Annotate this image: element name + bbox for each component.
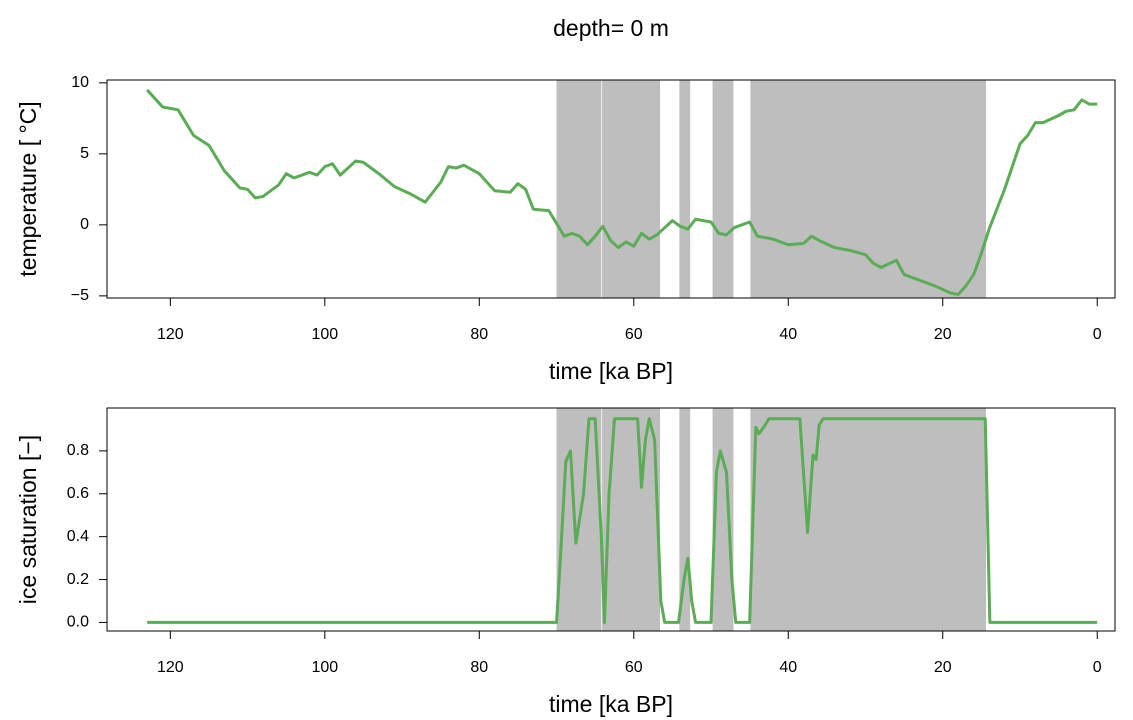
- y-tick-label: 0.6: [67, 485, 89, 502]
- x-tick-label: 20: [934, 659, 952, 676]
- x-tick-label: 100: [311, 326, 338, 343]
- x-tick-label: 40: [779, 326, 797, 343]
- shaded-period: [712, 80, 734, 298]
- shaded-period: [679, 80, 691, 298]
- y-tick-label: 5: [80, 145, 89, 162]
- x-tick-label: 100: [311, 659, 338, 676]
- shaded-period: [602, 80, 661, 298]
- data-line: [147, 417, 1098, 624]
- x-tick-label: 20: [934, 326, 952, 343]
- shaded-period: [556, 80, 602, 298]
- y-axis-label: temperature [ °C]: [15, 101, 41, 276]
- y-tick-label: −5: [71, 287, 89, 304]
- y-tick-label: 0.8: [67, 442, 89, 459]
- x-tick-label: 40: [779, 659, 797, 676]
- y-tick-label: 0: [80, 216, 89, 233]
- data-line: [146, 88, 1098, 296]
- x-tick-label: 60: [625, 326, 643, 343]
- shaded-period: [750, 408, 987, 631]
- x-axis-label: time [ka BP]: [549, 358, 673, 384]
- y-tick-label: 0.2: [67, 571, 89, 588]
- y-tick-label: 0.4: [67, 528, 89, 545]
- x-tick-label: 120: [157, 326, 184, 343]
- shaded-period: [750, 80, 987, 298]
- x-axis-label: time [ka BP]: [549, 691, 673, 717]
- y-tick-label: 10: [71, 74, 89, 91]
- x-tick-label: 0: [1093, 659, 1102, 676]
- x-tick-label: 80: [470, 326, 488, 343]
- x-tick-label: 60: [625, 659, 643, 676]
- y-tick-label: 0.0: [67, 614, 89, 631]
- chart-title: depth= 0 m: [553, 15, 669, 41]
- x-tick-label: 80: [470, 659, 488, 676]
- y-axis-label: ice saturation [−]: [15, 435, 41, 604]
- shaded-period: [679, 408, 691, 631]
- x-tick-label: 120: [157, 659, 184, 676]
- plot-frame: [106, 79, 1116, 299]
- x-tick-label: 0: [1093, 326, 1102, 343]
- plot-frame: [106, 407, 1116, 632]
- shaded-period: [602, 408, 661, 631]
